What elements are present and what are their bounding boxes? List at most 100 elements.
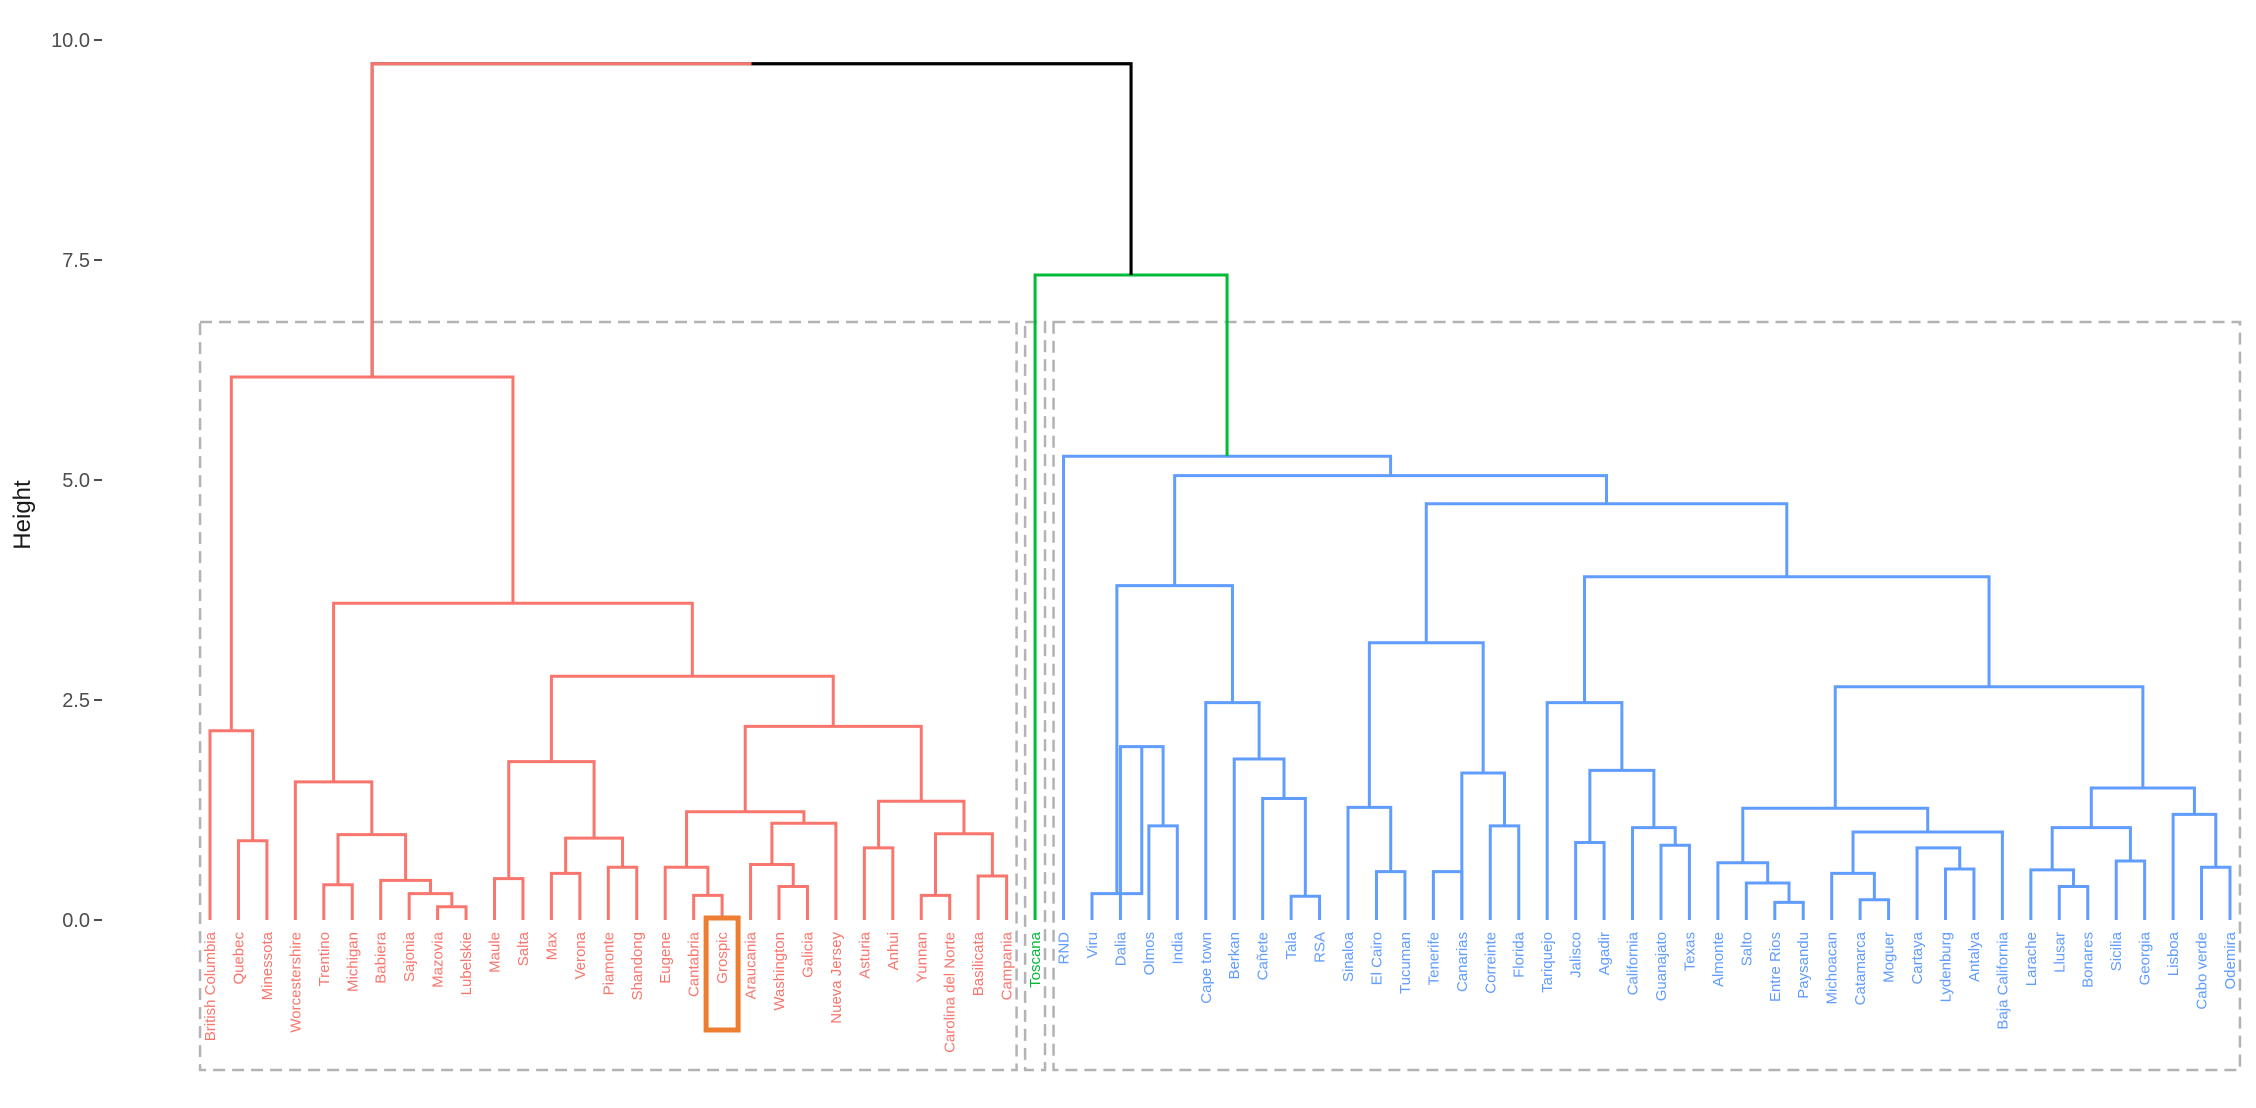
- branch-n2: [208, 729, 255, 920]
- leaf-label: Salta: [515, 931, 532, 966]
- leaf-label: India: [1169, 931, 1186, 964]
- leaf-label: Dalia: [1112, 931, 1129, 966]
- branch-n29: [1147, 824, 1179, 920]
- branch-n47: [1545, 701, 1624, 920]
- leaf-label: Antalya: [1966, 931, 1983, 982]
- branch-n18: [770, 821, 838, 920]
- leaf-label: Michoacan: [1824, 932, 1841, 1005]
- leaf-label: Basilicata: [970, 931, 987, 996]
- branch-n44: [1659, 843, 1691, 920]
- branch-n28: [229, 375, 515, 731]
- branch-n27: [332, 601, 694, 782]
- leaf-label: RSA: [1312, 932, 1329, 963]
- leaf-label: Berkan: [1226, 932, 1243, 980]
- leaf-label: Viru: [1084, 932, 1101, 958]
- leaf-label: Araucania: [743, 931, 760, 999]
- leaf-label: Entre Rios: [1767, 932, 1784, 1002]
- branch-n45: [1631, 826, 1677, 920]
- branch-n17: [749, 863, 795, 920]
- branch-n41: [1431, 870, 1464, 920]
- branch-n57: [2057, 885, 2090, 920]
- branch-n50: [1716, 861, 1770, 920]
- leaf-label: Verona: [572, 931, 589, 979]
- leaf-label: Sicilia: [2108, 931, 2125, 971]
- leaf-label: Maule: [487, 932, 504, 973]
- branch-n33: [1261, 797, 1307, 920]
- branch-n61: [2200, 865, 2232, 920]
- leaf-label: Correinte: [1482, 932, 1499, 994]
- branch-n38: [1346, 805, 1393, 920]
- leaf-label: Tariquejo: [1539, 932, 1556, 993]
- leaf-label: Babiera: [373, 931, 390, 983]
- leaf-label: RND: [1056, 932, 1073, 965]
- leaf-label: Tucuman: [1397, 932, 1414, 994]
- branch-n23: [933, 832, 994, 896]
- leaf-label: Worcestershire: [287, 932, 304, 1033]
- highlight-marker: [703, 915, 741, 1033]
- leaf-label: Mazovia: [430, 931, 447, 988]
- branch-n67: [1173, 474, 1609, 586]
- leaf-label: Shandong: [629, 932, 646, 1000]
- leaf-label: Washington: [771, 932, 788, 1011]
- leaf-label: Cañete: [1255, 932, 1272, 980]
- leaf-label: Almonte: [1710, 932, 1727, 987]
- leaf-label: British Columbia: [202, 931, 219, 1041]
- leaf-label: Piamonte: [600, 932, 617, 995]
- branch-n63: [2089, 786, 2196, 828]
- branch-n42: [1367, 641, 1485, 808]
- branch-n51: [1858, 898, 1891, 920]
- leaf-label: Galicia: [799, 931, 816, 978]
- branch-n19: [685, 810, 806, 868]
- branch-n60: [2050, 826, 2132, 870]
- leaf-label: Carolina del Norte: [942, 932, 959, 1053]
- leaf-label: Lydenburg: [1937, 932, 1954, 1002]
- leaf-label: California: [1625, 931, 1642, 995]
- branch-n15: [663, 865, 710, 920]
- branch-n68: [1062, 454, 1393, 920]
- branch-n48: [1773, 900, 1805, 920]
- leaf-label: Lubelskie: [458, 932, 475, 995]
- branch-n20: [862, 846, 895, 920]
- dendrogram-branches: [208, 62, 2232, 920]
- leaf-label: Agadir: [1596, 932, 1613, 975]
- leaf-label: Guanajato: [1653, 932, 1670, 1001]
- leaf-label: Toscana: [1027, 931, 1044, 988]
- leaf-label: Moguer: [1881, 932, 1898, 983]
- leaf-label: Sajonia: [401, 931, 418, 982]
- branch-n52: [1830, 871, 1876, 920]
- cluster-box-1: [198, 320, 1018, 1072]
- leaf-label: Tala: [1283, 931, 1300, 959]
- branch-n58: [2029, 868, 2076, 920]
- branch-n9: [493, 877, 525, 920]
- branch-n13: [507, 760, 596, 879]
- branch-n1: [236, 839, 269, 920]
- leaf-label: Salto: [1738, 932, 1755, 966]
- branch-n5: [379, 878, 432, 920]
- y-tick-label: 10.0: [51, 30, 90, 52]
- leaf-label: Eugene: [657, 932, 674, 984]
- leaf-label: Baja California: [1994, 931, 2011, 1029]
- branch-n3: [436, 905, 468, 920]
- branch-n8: [293, 780, 374, 920]
- leaf-label: Nueva Jersey: [828, 932, 845, 1024]
- leaf-label: Bonares: [2080, 932, 2097, 988]
- leaf-label: Tenerife: [1425, 932, 1442, 985]
- branch-n34: [1232, 757, 1286, 920]
- branch-n6: [322, 883, 354, 920]
- leaf-label: Campania: [999, 931, 1016, 1000]
- leaf-label: Anhui: [885, 932, 902, 970]
- branch-n26: [549, 674, 835, 762]
- leaf-label: Florida: [1511, 931, 1528, 978]
- leaf-label: Catamarca: [1852, 931, 1869, 1005]
- leaf-label: Sinaloa: [1340, 931, 1357, 982]
- leaf-label: Paysandu: [1795, 932, 1812, 999]
- branch-root-left: [370, 62, 752, 378]
- highlight-box: [703, 915, 741, 1033]
- leaf-label: Cape town: [1198, 932, 1215, 1004]
- branch-n36: [1115, 584, 1234, 894]
- leaf-label: Cantabria: [686, 931, 703, 997]
- leaf-label: Minessota: [259, 931, 276, 1000]
- leaf-label: Michigan: [344, 932, 361, 992]
- branch-n54: [1915, 846, 1962, 920]
